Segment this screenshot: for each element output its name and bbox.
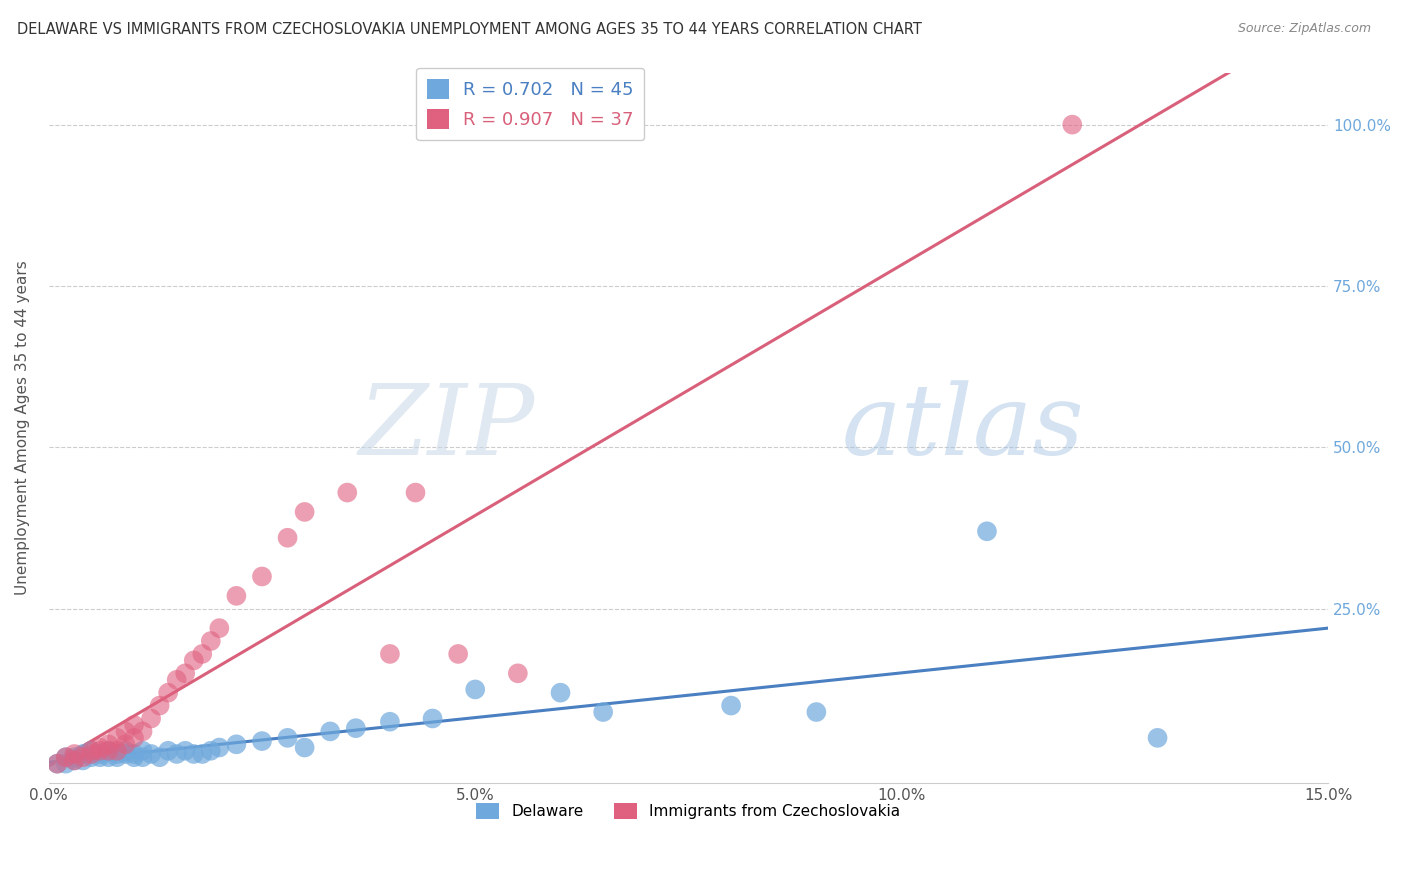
Point — [55, 750, 77, 764]
Point — [183, 653, 205, 667]
Point — [200, 634, 222, 648]
Point — [80, 747, 103, 761]
Point — [378, 714, 401, 729]
Point — [294, 505, 316, 519]
Point — [200, 744, 222, 758]
Point — [131, 750, 153, 764]
Point — [72, 754, 94, 768]
Point — [405, 485, 427, 500]
Point — [114, 747, 136, 761]
Point — [63, 754, 86, 768]
Point — [114, 724, 136, 739]
Point — [191, 647, 214, 661]
Point — [447, 647, 470, 661]
Point — [250, 569, 273, 583]
Point — [277, 531, 299, 545]
Point — [72, 747, 94, 761]
Point — [250, 734, 273, 748]
Point — [139, 747, 162, 761]
Point — [105, 744, 128, 758]
Point — [976, 524, 998, 539]
Point — [55, 750, 77, 764]
Point — [80, 744, 103, 758]
Point — [122, 718, 145, 732]
Point — [294, 740, 316, 755]
Point — [114, 737, 136, 751]
Point — [208, 621, 231, 635]
Point — [550, 686, 572, 700]
Point — [55, 756, 77, 771]
Point — [114, 744, 136, 758]
Point — [63, 747, 86, 761]
Point — [122, 731, 145, 745]
Point — [592, 705, 614, 719]
Point — [97, 750, 120, 764]
Point — [464, 682, 486, 697]
Point — [1146, 731, 1168, 745]
Point — [208, 740, 231, 755]
Point — [806, 705, 828, 719]
Legend: Delaware, Immigrants from Czechoslovakia: Delaware, Immigrants from Czechoslovakia — [470, 797, 907, 825]
Point — [105, 750, 128, 764]
Point — [191, 747, 214, 761]
Point — [105, 747, 128, 761]
Point — [97, 744, 120, 758]
Point — [149, 698, 172, 713]
Point — [97, 737, 120, 751]
Y-axis label: Unemployment Among Ages 35 to 44 years: Unemployment Among Ages 35 to 44 years — [15, 260, 30, 595]
Point — [72, 750, 94, 764]
Text: DELAWARE VS IMMIGRANTS FROM CZECHOSLOVAKIA UNEMPLOYMENT AMONG AGES 35 TO 44 YEAR: DELAWARE VS IMMIGRANTS FROM CZECHOSLOVAK… — [17, 22, 922, 37]
Point — [131, 724, 153, 739]
Point — [122, 750, 145, 764]
Point — [166, 673, 188, 687]
Point — [139, 711, 162, 725]
Point — [319, 724, 342, 739]
Point — [46, 756, 69, 771]
Point — [422, 711, 444, 725]
Point — [80, 744, 103, 758]
Point — [1062, 118, 1084, 132]
Point — [225, 589, 247, 603]
Point — [80, 750, 103, 764]
Text: atlas: atlas — [842, 380, 1084, 475]
Point — [122, 747, 145, 761]
Point — [89, 744, 111, 758]
Point — [131, 744, 153, 758]
Point — [183, 747, 205, 761]
Point — [378, 647, 401, 661]
Point — [63, 750, 86, 764]
Point — [89, 747, 111, 761]
Point — [89, 750, 111, 764]
Point — [336, 485, 359, 500]
Point — [166, 747, 188, 761]
Text: ZIP: ZIP — [359, 380, 534, 475]
Point — [157, 686, 180, 700]
Point — [506, 666, 529, 681]
Point — [89, 740, 111, 755]
Point — [344, 721, 367, 735]
Point — [225, 737, 247, 751]
Text: Source: ZipAtlas.com: Source: ZipAtlas.com — [1237, 22, 1371, 36]
Point — [97, 744, 120, 758]
Point — [277, 731, 299, 745]
Point — [46, 756, 69, 771]
Point — [149, 750, 172, 764]
Point — [174, 744, 197, 758]
Point — [105, 731, 128, 745]
Point — [720, 698, 742, 713]
Point — [157, 744, 180, 758]
Point — [174, 666, 197, 681]
Point — [63, 754, 86, 768]
